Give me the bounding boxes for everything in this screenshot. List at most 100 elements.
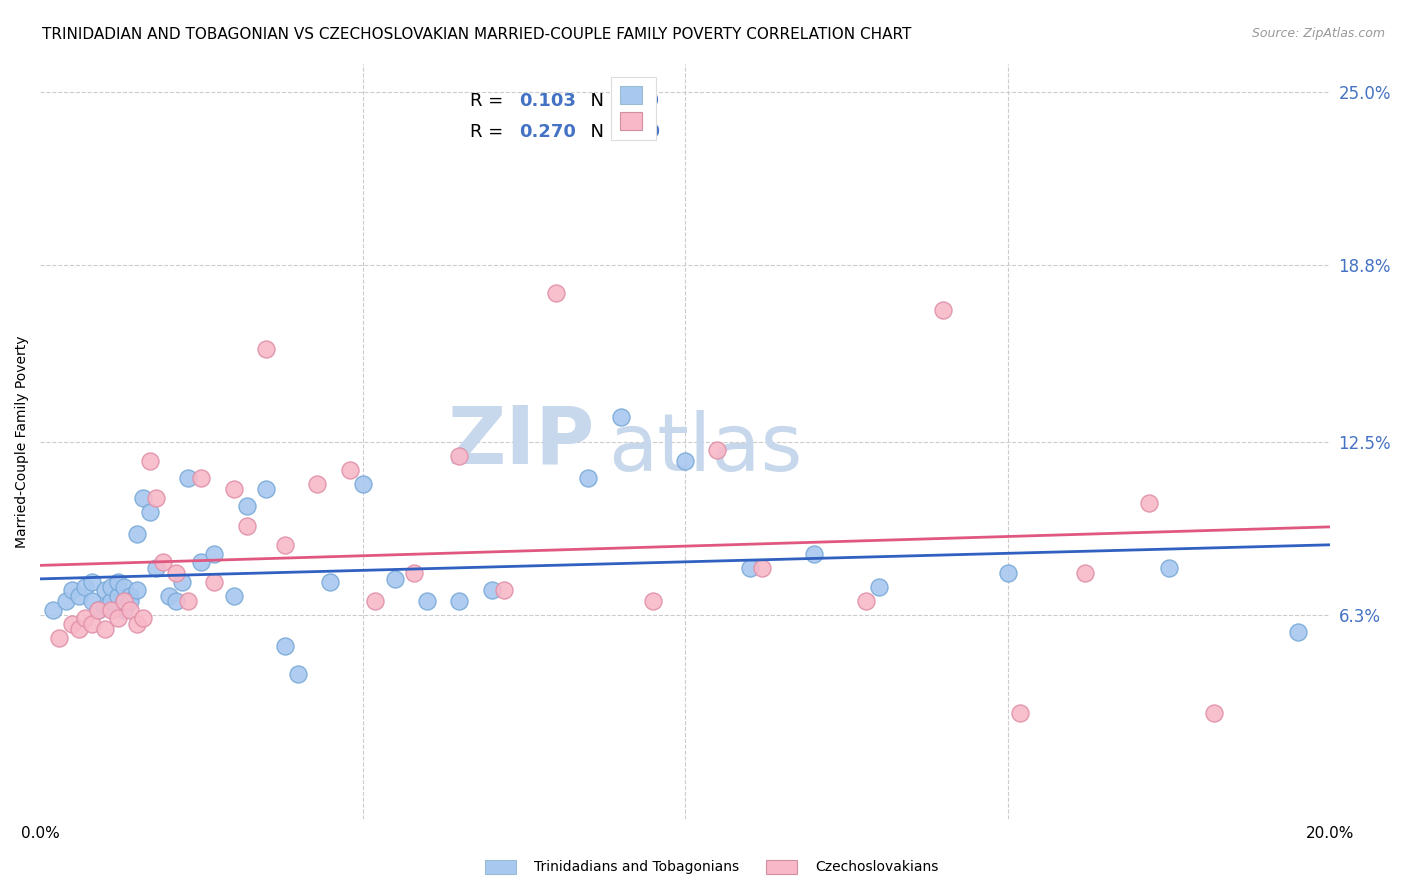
Point bbox=[120, 589, 142, 603]
Point bbox=[481, 582, 503, 597]
Text: TRINIDADIAN AND TOBAGONIAN VS CZECHOSLOVAKIAN MARRIED-COUPLE FAMILY POVERTY CORR: TRINIDADIAN AND TOBAGONIAN VS CZECHOSLOV… bbox=[42, 27, 911, 42]
Point bbox=[93, 622, 115, 636]
Point bbox=[287, 667, 309, 681]
Point bbox=[42, 602, 65, 616]
Point bbox=[125, 582, 148, 597]
Point bbox=[107, 574, 129, 589]
Point bbox=[93, 582, 115, 597]
Point bbox=[222, 589, 245, 603]
Point bbox=[60, 582, 83, 597]
Text: Trinidadians and Tobagonians: Trinidadians and Tobagonians bbox=[534, 860, 740, 874]
Point bbox=[80, 594, 103, 608]
Point bbox=[339, 463, 361, 477]
Text: R =: R = bbox=[470, 92, 509, 110]
Point bbox=[93, 599, 115, 614]
Point bbox=[165, 594, 187, 608]
Point bbox=[125, 527, 148, 541]
Point bbox=[170, 574, 193, 589]
Point bbox=[145, 560, 167, 574]
Point bbox=[157, 589, 180, 603]
Point bbox=[60, 616, 83, 631]
Text: R =: R = bbox=[470, 123, 509, 141]
Point bbox=[80, 616, 103, 631]
Legend: , : , bbox=[612, 77, 657, 140]
Point bbox=[55, 594, 77, 608]
Point bbox=[120, 594, 142, 608]
Point bbox=[190, 471, 212, 485]
Point bbox=[222, 483, 245, 497]
Point bbox=[165, 566, 187, 581]
Point bbox=[868, 580, 890, 594]
Point bbox=[112, 602, 135, 616]
Point bbox=[738, 560, 761, 574]
Point bbox=[855, 594, 877, 608]
Text: 0.103: 0.103 bbox=[519, 92, 575, 110]
Point bbox=[404, 566, 426, 581]
Point bbox=[1010, 706, 1032, 720]
Point bbox=[112, 594, 135, 608]
Point bbox=[100, 602, 122, 616]
Point bbox=[107, 589, 129, 603]
Point bbox=[112, 580, 135, 594]
Point bbox=[932, 303, 955, 318]
Point bbox=[641, 594, 664, 608]
Point bbox=[152, 555, 174, 569]
Point bbox=[100, 594, 122, 608]
Point bbox=[307, 476, 329, 491]
Point bbox=[67, 622, 90, 636]
Text: ZIP: ZIP bbox=[447, 402, 595, 481]
Point bbox=[803, 547, 825, 561]
Point bbox=[751, 560, 773, 574]
Text: 50: 50 bbox=[634, 92, 659, 110]
Point bbox=[1074, 566, 1097, 581]
Point bbox=[67, 589, 90, 603]
Text: atlas: atlas bbox=[607, 410, 801, 488]
Point bbox=[352, 476, 374, 491]
Point bbox=[235, 499, 257, 513]
Point bbox=[449, 449, 471, 463]
Point bbox=[145, 491, 167, 505]
Text: 0.270: 0.270 bbox=[519, 123, 575, 141]
Point bbox=[202, 547, 225, 561]
Point bbox=[75, 611, 97, 625]
Point bbox=[254, 483, 277, 497]
Point bbox=[576, 471, 599, 485]
Point bbox=[1139, 496, 1161, 510]
Point bbox=[100, 580, 122, 594]
Point bbox=[87, 602, 110, 616]
Point bbox=[75, 580, 97, 594]
Point bbox=[416, 594, 439, 608]
Point bbox=[1286, 624, 1309, 639]
Text: N =: N = bbox=[579, 92, 631, 110]
Point bbox=[274, 639, 297, 653]
Point bbox=[202, 574, 225, 589]
Point bbox=[673, 454, 696, 468]
Point bbox=[494, 582, 516, 597]
Point bbox=[132, 491, 155, 505]
Point bbox=[48, 631, 70, 645]
Point bbox=[139, 505, 162, 519]
Point bbox=[997, 566, 1019, 581]
Point bbox=[364, 594, 387, 608]
Point bbox=[125, 616, 148, 631]
Point bbox=[87, 602, 110, 616]
Point bbox=[609, 409, 631, 424]
Point bbox=[107, 611, 129, 625]
Point bbox=[120, 602, 142, 616]
Text: 40: 40 bbox=[634, 123, 659, 141]
Y-axis label: Married-Couple Family Poverty: Married-Couple Family Poverty bbox=[15, 335, 30, 548]
Point bbox=[319, 574, 342, 589]
Point bbox=[1202, 706, 1225, 720]
Point bbox=[235, 518, 257, 533]
Point bbox=[254, 343, 277, 357]
Point bbox=[1157, 560, 1180, 574]
Text: Czechoslovakians: Czechoslovakians bbox=[815, 860, 939, 874]
Point bbox=[177, 594, 200, 608]
Point bbox=[132, 611, 155, 625]
Point bbox=[449, 594, 471, 608]
Point bbox=[177, 471, 200, 485]
Point bbox=[274, 538, 297, 552]
Point bbox=[139, 454, 162, 468]
Point bbox=[706, 443, 728, 458]
Point bbox=[80, 574, 103, 589]
